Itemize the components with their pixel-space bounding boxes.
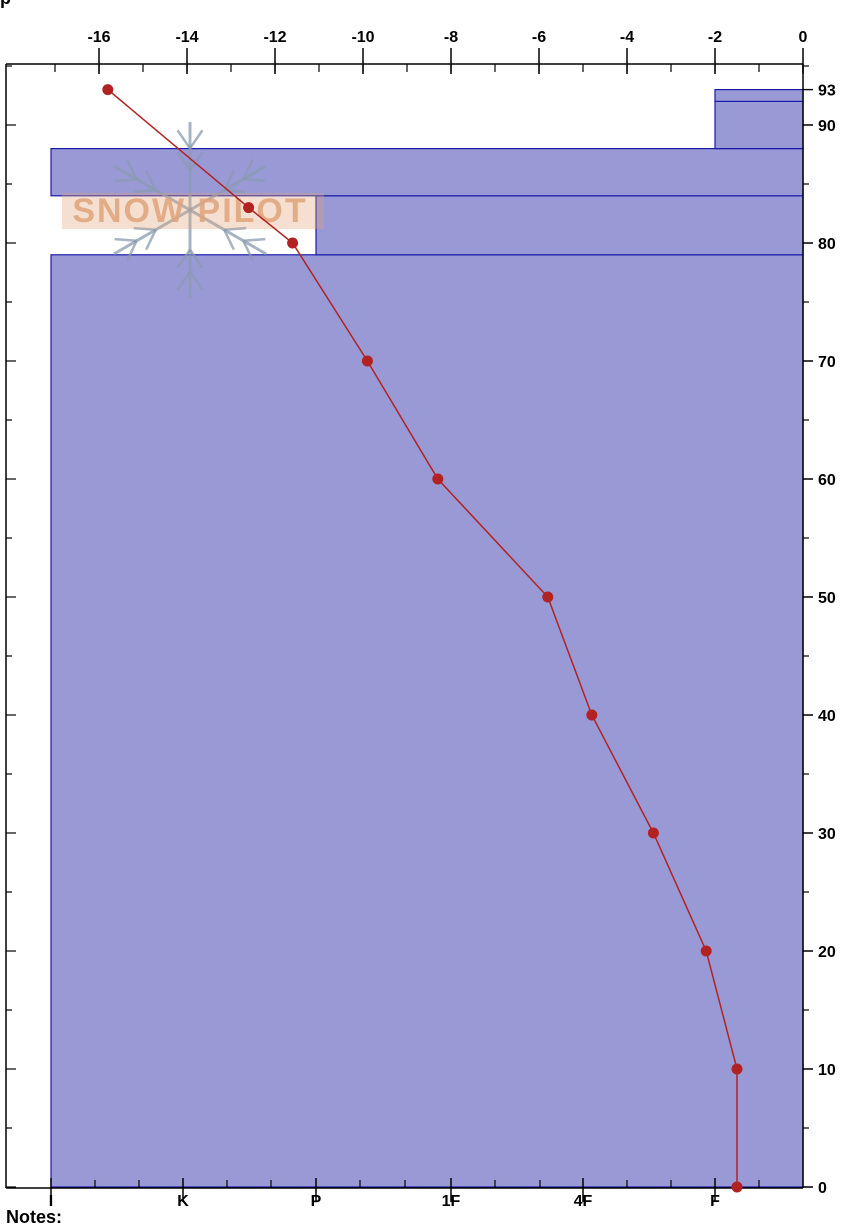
watermark-band <box>62 193 324 229</box>
top-tick-label: -12 <box>263 29 286 46</box>
snowflake-branch <box>126 240 138 262</box>
snowflake-branch <box>176 151 192 172</box>
right-tick-label: 60 <box>818 472 836 489</box>
snowflake-branch <box>133 188 156 194</box>
temperature-point <box>731 1063 743 1075</box>
snowflake-branch <box>242 158 254 180</box>
bottom-tick-label: F <box>710 1193 720 1210</box>
right-tick-label: 20 <box>818 944 836 961</box>
snow-layers <box>50 88 804 1188</box>
temperature-point <box>243 202 255 214</box>
snowflake-arm <box>113 164 191 212</box>
top-tick-label: -8 <box>444 29 458 46</box>
axes: -16 -14 -12 -10 -8 -6 -4 -2 0 I K P 1F 4F F 0 10 20 30 40 50… <box>5 29 836 1210</box>
temperature-point <box>586 709 598 721</box>
right-tick-label: 30 <box>818 826 836 843</box>
snowflake-icon <box>62 122 324 298</box>
temperature-point <box>432 473 444 485</box>
right-tick-label: 90 <box>818 118 836 135</box>
top-tick-label: -14 <box>175 29 198 46</box>
snow-layer-4 <box>714 88 804 102</box>
bottom-tick-label: P <box>311 1193 322 1210</box>
snow-layer-0 <box>50 254 804 1188</box>
header-fragment: p <box>0 0 14 10</box>
notes-label: Notes: <box>6 1207 63 1227</box>
temperature-point <box>700 945 712 957</box>
right-tick-label: 50 <box>818 590 836 607</box>
temperature-point <box>647 827 659 839</box>
snowflake-branch <box>243 237 266 243</box>
top-tick-label: -16 <box>87 29 110 46</box>
snowflake-branch <box>223 169 235 191</box>
snow-layer-1 <box>315 195 804 256</box>
snowflake-branch <box>223 229 235 251</box>
right-tick-label: 80 <box>818 236 836 253</box>
right-tick-label: 40 <box>818 708 836 725</box>
bottom-tick-label: 1F <box>442 1193 461 1210</box>
snow-layer-3 <box>714 100 804 150</box>
temperature-point <box>287 237 299 249</box>
snowflake-branch <box>242 240 254 262</box>
snowflake-arm <box>189 164 267 212</box>
top-tick-label: -2 <box>708 29 722 46</box>
temperature-point <box>102 84 114 96</box>
snowflake-branch <box>126 158 138 180</box>
watermark-text: SNOW PILOT <box>72 192 307 230</box>
snowflake-arm <box>113 208 191 256</box>
temperature-point <box>542 591 554 603</box>
temperature-point <box>361 355 373 367</box>
snow-layer-2 <box>50 148 804 197</box>
snowflake-branch <box>114 237 137 243</box>
temperature-point <box>731 1181 743 1193</box>
snowflake-branch <box>188 129 204 150</box>
temperature-series <box>102 84 743 1193</box>
snowflake-branch <box>145 169 157 191</box>
snowflake-branch <box>224 226 247 232</box>
snowflake-branch <box>188 248 204 269</box>
top-tick-label: -10 <box>351 29 374 46</box>
snowflake-branch <box>133 226 156 232</box>
bottom-tick-label: I <box>49 1193 53 1210</box>
top-tick-label: 0 <box>799 29 808 46</box>
bottom-tick-label: K <box>177 1193 189 1210</box>
top-tick-label: -6 <box>532 29 546 46</box>
snowpilot-watermark: SNOW PILOT <box>62 122 324 298</box>
snowflake-branch <box>243 177 266 183</box>
right-tick-label: 93 <box>818 83 836 100</box>
snowflake-branch <box>114 177 137 183</box>
right-tick-label: 0 <box>818 1180 827 1197</box>
snowflake-branch <box>176 129 192 150</box>
snowflake-branch <box>188 151 204 172</box>
bottom-tick-label: 4F <box>574 1193 593 1210</box>
right-tick-label: 10 <box>818 1062 836 1079</box>
snowflake-branch <box>176 248 192 269</box>
snowflake-branch <box>176 270 192 291</box>
snowflake-arm <box>189 208 267 256</box>
right-tick-label: 70 <box>818 354 836 371</box>
snowflake-branch <box>188 270 204 291</box>
snowflake-branch <box>145 229 157 251</box>
top-tick-label: -4 <box>620 29 634 46</box>
